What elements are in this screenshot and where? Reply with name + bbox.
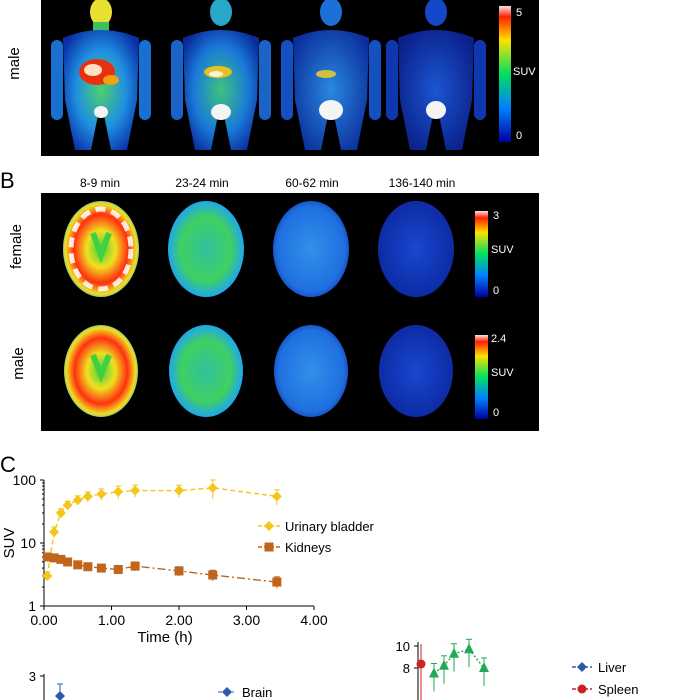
- data-point: [63, 557, 73, 567]
- y-tick-label: 10: [396, 639, 410, 654]
- legend-label: Spleen: [598, 682, 638, 697]
- panel-a-image-strip: [41, 0, 539, 156]
- data-point: [208, 570, 218, 580]
- panel-a-cbar-mid: SUV: [513, 66, 536, 78]
- body-scan-2: [171, 0, 271, 150]
- legend-label: Liver: [598, 660, 627, 675]
- data-point: [464, 643, 474, 654]
- data-point: [62, 500, 73, 511]
- data-point: [429, 667, 439, 678]
- series-1: Kidneys: [42, 540, 332, 589]
- brain-row-female: [63, 201, 488, 297]
- panel-b-image-grid: [41, 193, 539, 431]
- panel-b-colorbar-male: [475, 335, 488, 419]
- data-point: [73, 560, 83, 570]
- data-point: [82, 491, 93, 502]
- panel-b-row-label-female: female: [8, 223, 26, 270]
- data-point: [272, 577, 282, 587]
- panel-b-male-cbar-max: 2.4: [491, 333, 507, 345]
- series-line: [46, 487, 277, 577]
- x-axis-title: Time (h): [137, 629, 192, 646]
- data-point: [42, 552, 52, 562]
- legend-marker: [577, 662, 587, 672]
- data-point: [55, 691, 65, 700]
- panel-b-time-4: 136-140 min: [388, 176, 456, 190]
- data-point: [49, 553, 59, 563]
- data-point: [96, 488, 107, 499]
- panel-a-row-label: male: [5, 47, 23, 80]
- data-point: [207, 482, 218, 493]
- legend-marker: [577, 684, 587, 694]
- data-point: [113, 564, 123, 574]
- brain-row-male: [64, 325, 488, 419]
- y-tick-label: 10: [20, 535, 36, 551]
- data-point: [479, 662, 489, 672]
- y-axis-title: SUV: [1, 528, 18, 559]
- data-point: [174, 566, 184, 576]
- y-tick-label: 1: [28, 598, 36, 614]
- data-point: [130, 485, 141, 496]
- legend-label: Kidneys: [285, 540, 332, 555]
- legend-label: Brain: [242, 685, 272, 700]
- data-point: [72, 495, 83, 506]
- panel-a-cbar-min: 0: [516, 130, 523, 142]
- y-tick-label: 8: [403, 661, 410, 676]
- panel-c-label: C: [0, 452, 16, 477]
- brain-chart-partial: 3 Brain: [29, 669, 272, 700]
- panel-b-female-cbar-max: 3: [493, 210, 500, 222]
- x-tick-label: 2.00: [165, 612, 192, 628]
- panel-b-time-1: 8-9 min: [79, 176, 120, 190]
- data-point: [42, 570, 53, 581]
- data-point: [96, 563, 106, 573]
- body-scan-4: [386, 0, 486, 150]
- x-tick-label: 4.00: [300, 612, 327, 628]
- data-point: [439, 659, 449, 670]
- panel-a-bodies: [51, 0, 511, 150]
- panel-a-cbar-max: 5: [516, 7, 523, 19]
- data-point: [56, 554, 66, 564]
- data-point: [449, 647, 459, 658]
- liver-spleen-chart-partial: 8 10 Liver Spleen: [396, 638, 638, 700]
- x-tick-label: 0.00: [30, 612, 57, 628]
- y-tick-label: 100: [13, 472, 37, 488]
- panel-b-female-cbar-mid: SUV: [491, 244, 514, 256]
- panel-b-time-2: 23-24 min: [175, 176, 229, 190]
- panel-b-brains: [63, 201, 488, 419]
- legend-marker: [222, 687, 232, 697]
- data-point: [416, 659, 426, 669]
- series-0: Urinary bladder: [42, 479, 375, 581]
- body-scan-3: [281, 0, 381, 150]
- suv-time-chart: 1 10 100 0.00 1.00 2.00 3.00 4.00 Time (h) SUV Uri…: [1, 472, 375, 646]
- panel-a-colorbar: [499, 6, 511, 142]
- panel-b-row-label-male: male: [9, 347, 27, 380]
- x-tick-label: 3.00: [233, 612, 260, 628]
- body-scan-1: [51, 0, 151, 150]
- data-point: [271, 491, 282, 502]
- data-point: [113, 486, 124, 497]
- data-point: [83, 562, 93, 572]
- legend-label: Urinary bladder: [285, 519, 375, 534]
- series-line: [433, 648, 485, 675]
- legend-marker: [264, 521, 274, 531]
- data-point: [174, 485, 184, 496]
- panel-b-colorbar-female: [475, 211, 488, 297]
- y-tick-label: 3: [29, 669, 36, 684]
- data-point: [49, 526, 60, 537]
- x-tick-label: 1.00: [98, 612, 125, 628]
- legend-marker: [264, 542, 274, 552]
- panel-b-time-3: 60-62 min: [285, 176, 339, 190]
- panel-b-label: B: [0, 168, 15, 193]
- panel-b-male-cbar-min: 0: [493, 407, 500, 419]
- panel-b-female-cbar-min: 0: [493, 285, 500, 297]
- data-point: [55, 507, 66, 518]
- panel-b-male-cbar-mid: SUV: [491, 367, 514, 379]
- data-point: [130, 561, 140, 571]
